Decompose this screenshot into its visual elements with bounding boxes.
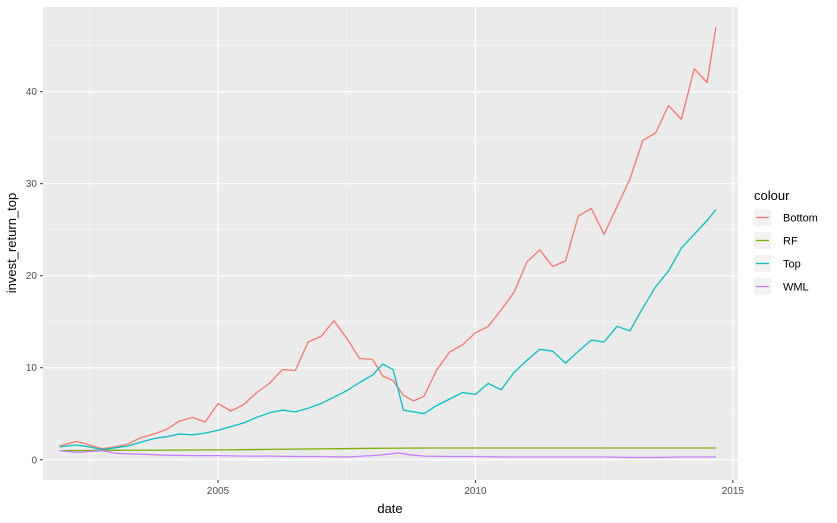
x-axis: 2005 2010 2015	[207, 480, 744, 497]
legend-label-top: Top	[783, 259, 801, 271]
x-tick-label: 2010	[464, 486, 487, 497]
y-tick-label: 40	[26, 87, 38, 98]
plot-panel	[43, 7, 738, 480]
x-axis-title: date	[377, 501, 402, 516]
legend-label-wml: WML	[783, 282, 809, 294]
y-axis-title: invest_return_top	[4, 193, 19, 293]
legend-label-bottom: Bottom	[783, 213, 818, 225]
series-line-bottom	[59, 27, 717, 450]
legend-title: colour	[754, 188, 790, 203]
series-line-wml	[59, 449, 716, 459]
grid-minor	[43, 7, 738, 480]
x-tick-label: 2015	[722, 486, 745, 497]
y-tick-label: 0	[31, 455, 37, 466]
x-tick-label: 2005	[207, 486, 230, 497]
series-line-rf	[59, 447, 716, 452]
y-tick-label: 10	[26, 363, 38, 374]
y-tick-label: 20	[26, 271, 38, 282]
y-tick-label: 30	[26, 179, 38, 190]
series-lines	[59, 27, 717, 459]
y-axis: 0 10 20 30 40	[26, 87, 43, 466]
legend: colour Bottom RF Top WML	[754, 188, 818, 295]
series-line-top	[59, 209, 717, 451]
legend-label-rf: RF	[783, 236, 798, 248]
